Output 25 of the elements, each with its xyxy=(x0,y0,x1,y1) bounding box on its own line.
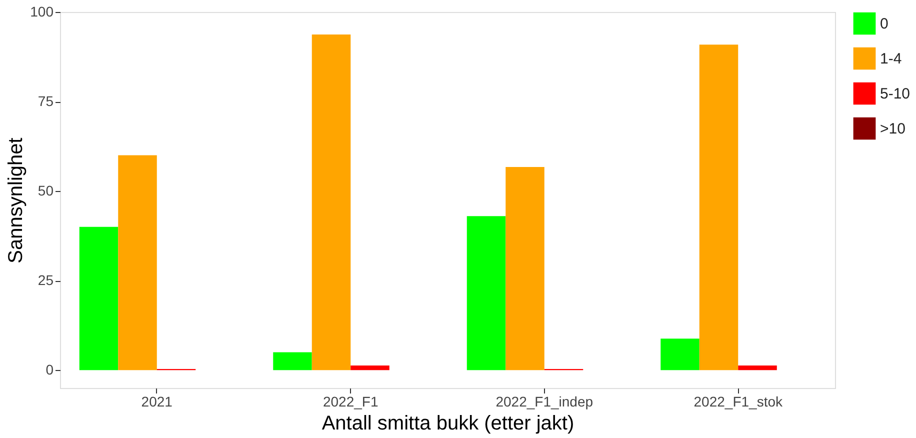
bar xyxy=(312,34,351,370)
y-tick-label: 0 xyxy=(46,362,54,378)
bar xyxy=(350,365,390,370)
x-tick-label: 2022_F1_indep xyxy=(496,394,594,410)
y-tick-label: 100 xyxy=(30,4,54,20)
legend-label: 0 xyxy=(880,16,888,32)
x-tick-label: 2022_F1_stok xyxy=(694,394,784,410)
bar xyxy=(79,226,118,370)
bar xyxy=(118,155,157,370)
bar xyxy=(506,167,544,370)
y-tick-label: 25 xyxy=(38,272,54,288)
legend-label: 5-10 xyxy=(880,86,910,102)
y-tick-label: 75 xyxy=(38,93,54,110)
bar xyxy=(273,352,312,370)
legend-label: >10 xyxy=(880,120,906,138)
x-axis-title: Antall smitta bukk (etter jakt) xyxy=(322,412,574,434)
y-axis-title: Sannsynlighet xyxy=(5,137,28,264)
x-tick-label: 2021 xyxy=(141,394,173,410)
bar xyxy=(738,365,777,370)
bar xyxy=(699,44,738,370)
y-tick-label: 50 xyxy=(38,182,54,199)
legend-label: 1-4 xyxy=(880,50,902,68)
bar xyxy=(466,216,506,370)
x-tick-label: 2022_F1 xyxy=(322,394,378,410)
bar xyxy=(660,338,700,370)
